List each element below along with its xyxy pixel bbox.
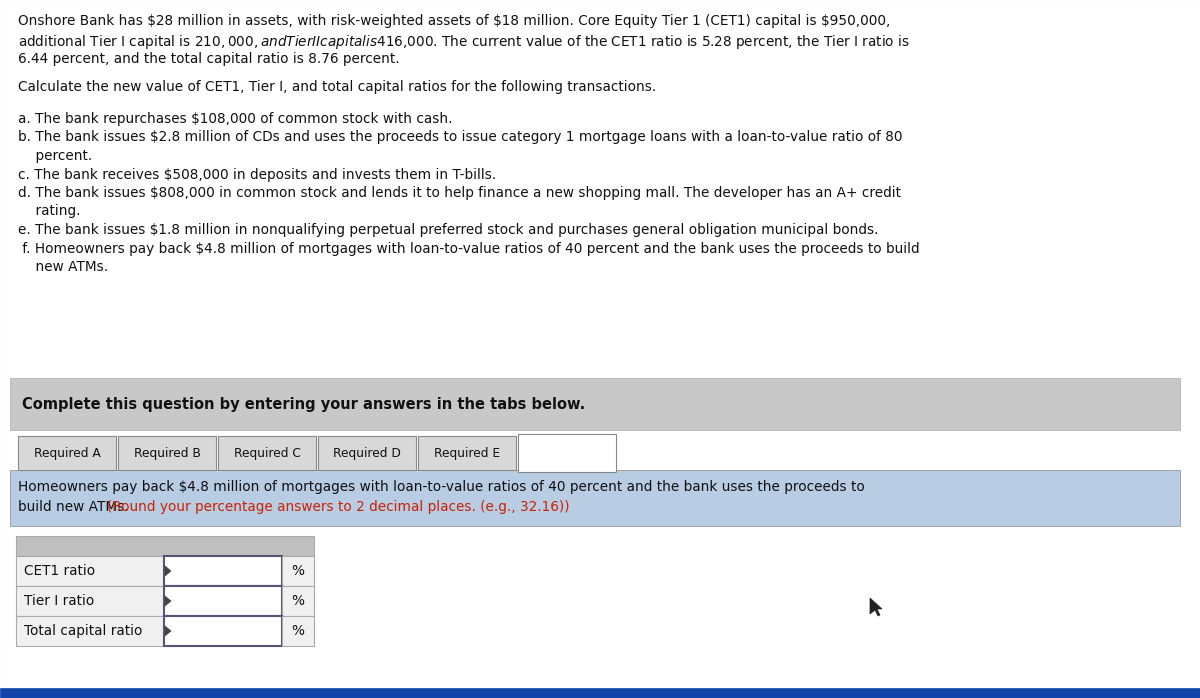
Bar	[16, 616, 164, 646]
Text: new ATMs.: new ATMs.	[18, 260, 108, 274]
Text: Required B: Required B	[133, 447, 200, 459]
Text: f. Homeowners pay back $4.8 million of mortgages with loan-to-value ratios of 40: f. Homeowners pay back $4.8 million of m…	[18, 242, 919, 255]
Text: Total capital ratio: Total capital ratio	[24, 624, 143, 638]
Text: Onshore Bank has $28 million in assets, with risk-weighted assets of $18 million: Onshore Bank has $28 million in assets, …	[18, 14, 890, 28]
Bar	[318, 436, 416, 470]
Text: (Round your percentage answers to 2 decimal places. (e.g., 32.16)): (Round your percentage answers to 2 deci…	[107, 500, 570, 514]
Text: %: %	[292, 564, 305, 578]
Bar	[16, 556, 164, 586]
Bar	[164, 616, 282, 646]
Text: build new ATMs.: build new ATMs.	[18, 500, 133, 514]
Bar	[282, 616, 314, 646]
Text: %: %	[292, 624, 305, 638]
Bar	[10, 378, 1180, 430]
Text: Homeowners pay back $4.8 million of mortgages with loan-to-value ratios of 40 pe: Homeowners pay back $4.8 million of mort…	[18, 480, 865, 494]
Text: Required E: Required E	[434, 447, 500, 459]
Bar	[418, 436, 516, 470]
Text: rating.: rating.	[18, 205, 80, 218]
Text: additional Tier I capital is $210,000, and Tier II capital is $416,000. The curr: additional Tier I capital is $210,000, a…	[18, 33, 910, 51]
Bar	[518, 434, 616, 472]
Polygon shape	[166, 626, 172, 636]
Text: Required C: Required C	[234, 447, 300, 459]
Text: e. The bank issues $1.8 million in nonqualifying perpetual preferred stock and p: e. The bank issues $1.8 million in nonqu…	[18, 223, 878, 237]
Bar	[164, 556, 282, 586]
Bar	[118, 436, 216, 470]
Text: 6.44 percent, and the total capital ratio is 8.76 percent.: 6.44 percent, and the total capital rati…	[18, 52, 400, 66]
Polygon shape	[166, 566, 172, 576]
Text: CET1 ratio: CET1 ratio	[24, 564, 95, 578]
Text: b. The bank issues $2.8 million of CDs and uses the proceeds to issue category 1: b. The bank issues $2.8 million of CDs a…	[18, 131, 902, 144]
Text: a. The bank repurchases $108,000 of common stock with cash.: a. The bank repurchases $108,000 of comm…	[18, 112, 452, 126]
Bar	[16, 586, 164, 616]
Polygon shape	[870, 598, 882, 616]
Bar	[18, 436, 116, 470]
Text: c. The bank receives $508,000 in deposits and invests them in T-bills.: c. The bank receives $508,000 in deposit…	[18, 168, 497, 181]
Text: Required F: Required F	[534, 447, 600, 459]
Bar	[282, 586, 314, 616]
Text: percent.: percent.	[18, 149, 92, 163]
Bar	[10, 470, 1180, 526]
Text: d. The bank issues $808,000 in common stock and lends it to help finance a new s: d. The bank issues $808,000 in common st…	[18, 186, 901, 200]
Text: Complete this question by entering your answers in the tabs below.: Complete this question by entering your …	[22, 396, 586, 412]
Text: Required D: Required D	[334, 447, 401, 459]
Bar	[164, 586, 282, 616]
Bar	[282, 556, 314, 586]
Bar	[16, 536, 314, 556]
Polygon shape	[166, 596, 172, 606]
Text: %: %	[292, 594, 305, 608]
Bar	[218, 436, 316, 470]
Bar	[0, 688, 1200, 698]
Text: Calculate the new value of CET1, Tier I, and total capital ratios for the follow: Calculate the new value of CET1, Tier I,…	[18, 80, 656, 94]
Text: Required A: Required A	[34, 447, 101, 459]
Text: Tier I ratio: Tier I ratio	[24, 594, 95, 608]
